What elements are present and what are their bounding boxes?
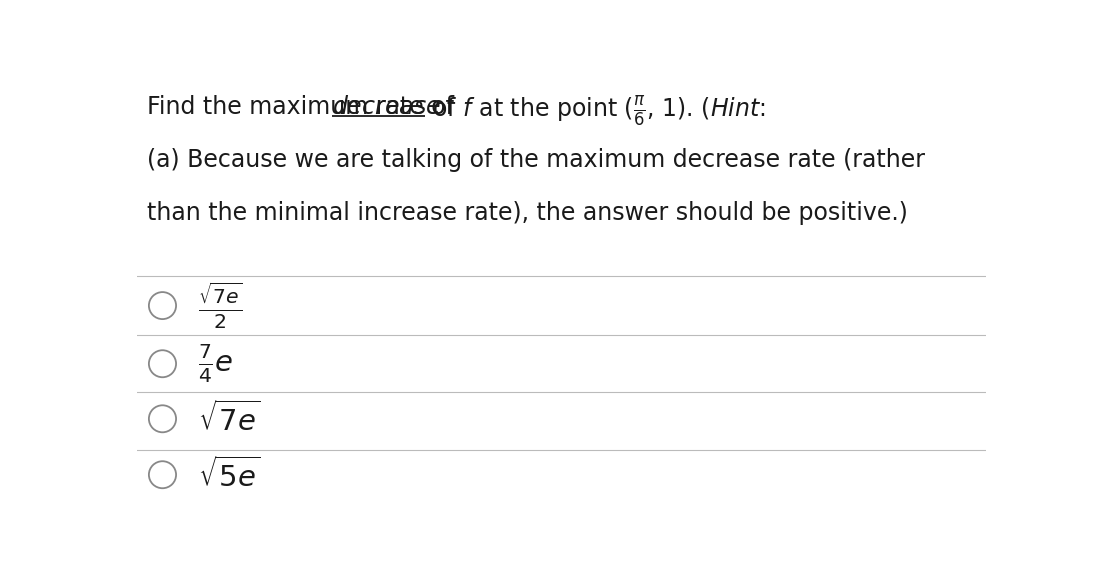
Text: $\sqrt{5e}$: $\sqrt{5e}$: [198, 457, 261, 492]
Text: $\frac{7}{4}e$: $\frac{7}{4}e$: [198, 343, 233, 385]
Text: $\frac{\sqrt{7e}}{2}$: $\frac{\sqrt{7e}}{2}$: [198, 281, 242, 331]
Text: of $f$ at the point ($\frac{\pi}{6}$, 1). ($\mathit{Hint}$:: of $f$ at the point ($\frac{\pi}{6}$, 1)…: [425, 95, 766, 129]
Text: $\mathit{decrease}$: $\mathit{decrease}$: [332, 95, 441, 119]
Text: $\sqrt{7e}$: $\sqrt{7e}$: [198, 401, 261, 437]
Text: Find the maximum rate of: Find the maximum rate of: [147, 95, 461, 119]
Text: than the minimal increase rate), the answer should be positive.): than the minimal increase rate), the ans…: [147, 201, 909, 225]
Text: (a) Because we are talking of the maximum decrease rate (rather: (a) Because we are talking of the maximu…: [147, 148, 925, 172]
